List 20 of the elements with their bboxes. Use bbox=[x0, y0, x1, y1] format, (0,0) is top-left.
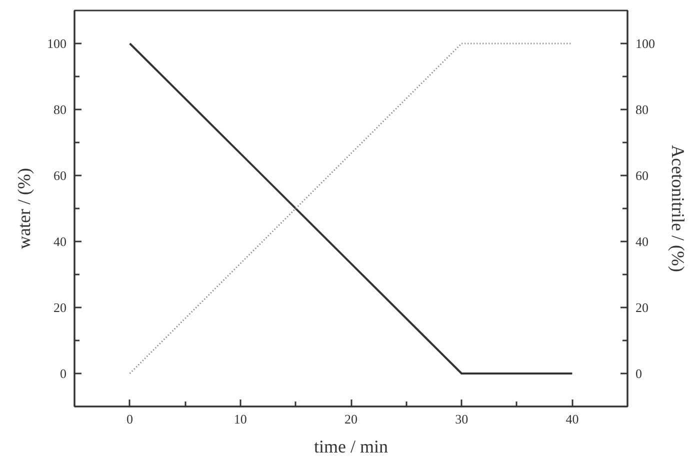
x-axis-title: time / min bbox=[314, 436, 388, 456]
y2-axis-title: Acetonitrile / (%) bbox=[668, 145, 688, 272]
x-tick-label: 20 bbox=[344, 412, 358, 426]
x-tick-label: 30 bbox=[455, 412, 468, 426]
y2-tick-label: 60 bbox=[636, 168, 648, 183]
y-tick-label: 100 bbox=[47, 36, 66, 51]
x-tick-label: 10 bbox=[234, 412, 247, 426]
x-tick-label: 0 bbox=[126, 412, 134, 426]
y2-tick-label: 20 bbox=[636, 300, 648, 315]
y-tick-label: 20 bbox=[54, 300, 66, 315]
y2-tick-label: 80 bbox=[636, 102, 648, 117]
y2-tick-label: 40 bbox=[636, 234, 648, 249]
y-tick-label: 40 bbox=[54, 234, 66, 249]
y-axis-title: water / (%) bbox=[14, 168, 34, 249]
y2-tick-label: 100 bbox=[636, 36, 655, 51]
y2-tick-label: 0 bbox=[636, 366, 642, 381]
y-tick-label: 60 bbox=[54, 168, 66, 183]
x-tick-label: 40 bbox=[566, 412, 579, 426]
y-tick-label: 0 bbox=[60, 366, 66, 381]
y-tick-label: 80 bbox=[54, 102, 66, 117]
